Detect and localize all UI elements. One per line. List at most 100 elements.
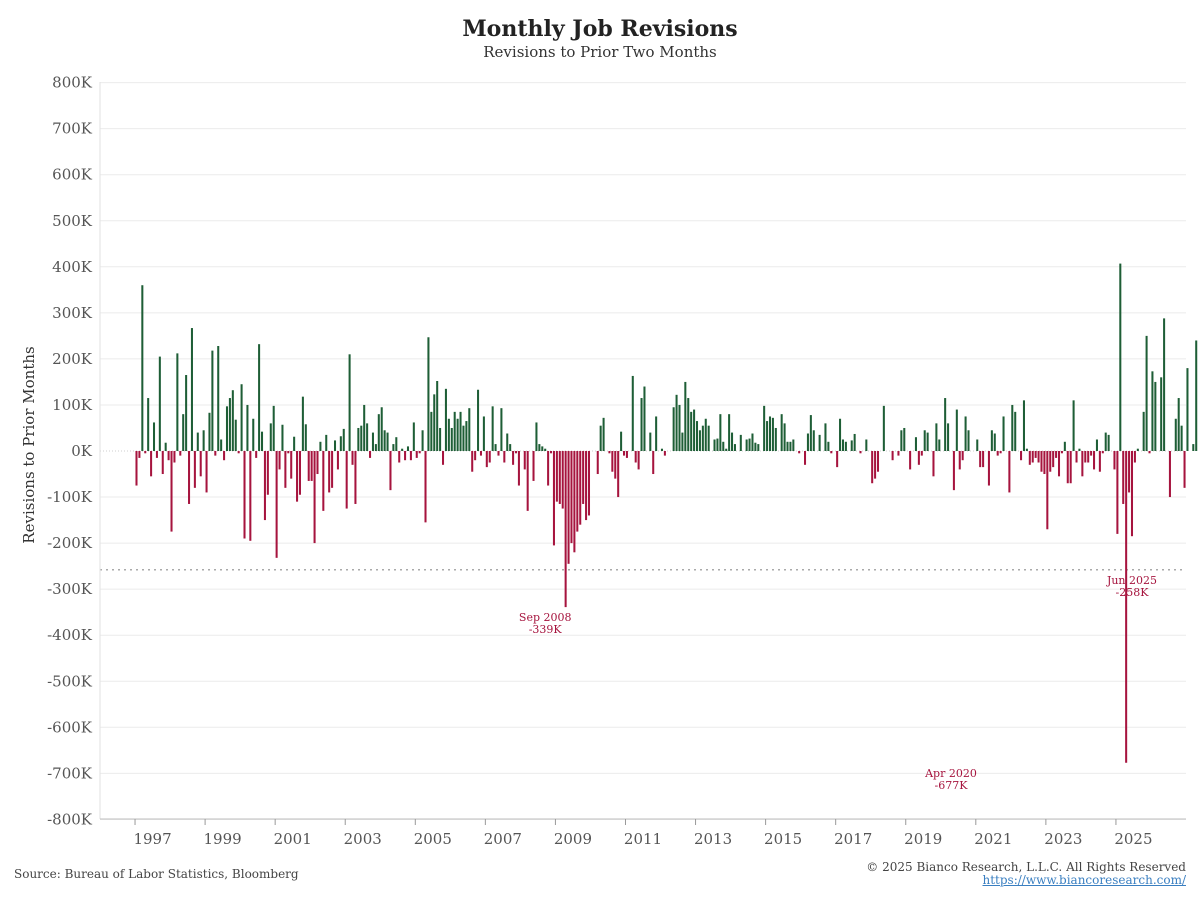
bar (296, 451, 299, 502)
bar (342, 428, 345, 451)
bar (1020, 451, 1023, 461)
bar (196, 432, 199, 451)
bar (806, 433, 809, 451)
bar (1060, 451, 1063, 454)
x-tick-label: 2009 (554, 830, 592, 848)
bar (147, 398, 150, 451)
bar (1116, 451, 1119, 534)
bar (1101, 451, 1104, 454)
bar (152, 422, 156, 451)
bar (818, 434, 821, 451)
bar (167, 451, 170, 461)
bar (698, 430, 701, 451)
bar (693, 409, 696, 451)
bar (783, 423, 786, 451)
bar (1031, 451, 1034, 463)
bar (1192, 444, 1195, 451)
bar (839, 418, 842, 451)
bar (955, 409, 958, 451)
bar (512, 451, 515, 465)
bar (307, 451, 310, 481)
bar (824, 423, 827, 451)
bar (363, 404, 366, 451)
bar (625, 451, 628, 458)
bar (716, 438, 719, 451)
bar (1025, 448, 1028, 451)
bar (634, 451, 637, 463)
bar (547, 451, 550, 486)
bar (1113, 451, 1116, 470)
bar (987, 451, 990, 486)
website-link[interactable]: https://www.biancoresearch.com/ (982, 873, 1186, 887)
bar (485, 451, 488, 468)
bar (1145, 335, 1148, 452)
bar (190, 328, 193, 451)
bar (841, 439, 844, 451)
bar (415, 451, 418, 458)
bar (792, 439, 795, 451)
bar (754, 442, 757, 451)
bar (371, 432, 374, 451)
bar (479, 451, 482, 456)
bar (354, 451, 357, 504)
bar (374, 444, 377, 451)
bar (313, 451, 316, 544)
y-tick-label: -400K (47, 626, 93, 644)
x-tick-label: 2017 (834, 830, 872, 848)
bar (850, 440, 853, 451)
bar (1130, 451, 1134, 537)
bar (1122, 451, 1125, 504)
bar (719, 414, 722, 451)
bar (1043, 451, 1046, 475)
bar (766, 421, 769, 451)
y-tick-label: 0K (71, 442, 93, 460)
bar (897, 451, 900, 456)
bar (1177, 398, 1180, 451)
bar (579, 451, 582, 525)
bar (690, 411, 693, 451)
bar (228, 398, 231, 451)
bar (1195, 340, 1198, 451)
annotation-date: Jun 2025 (1106, 574, 1157, 587)
x-tick-label: 2013 (694, 830, 732, 848)
bar (398, 451, 401, 463)
bar (333, 440, 337, 451)
bar (468, 408, 471, 451)
bar (436, 381, 439, 451)
bar (161, 451, 164, 475)
bar (453, 411, 456, 451)
bar (1119, 263, 1122, 451)
bar (1107, 434, 1110, 451)
bar (672, 407, 675, 451)
bar (1069, 451, 1072, 484)
bar (1168, 451, 1171, 498)
bar (733, 444, 736, 451)
bar (1148, 451, 1151, 454)
bar (494, 444, 497, 451)
bar (532, 451, 535, 481)
bar (655, 416, 658, 451)
bar (990, 430, 993, 451)
bar (450, 427, 453, 451)
bar (202, 430, 205, 451)
bar (304, 424, 307, 451)
bar (938, 439, 941, 451)
bar (587, 451, 591, 516)
bar (421, 430, 424, 451)
bar (412, 422, 415, 451)
annotation-value: -339K (529, 623, 563, 636)
bar (596, 451, 599, 475)
bar (1011, 404, 1014, 451)
bar (179, 451, 182, 456)
bar (281, 424, 284, 451)
bar (164, 442, 167, 451)
bar (663, 451, 666, 456)
bar (567, 451, 570, 564)
bar (552, 451, 555, 546)
bar (459, 411, 462, 451)
bar (809, 415, 812, 451)
y-tick-label: 300K (52, 304, 93, 322)
bar (909, 451, 912, 470)
y-tick-label: 500K (52, 212, 93, 230)
